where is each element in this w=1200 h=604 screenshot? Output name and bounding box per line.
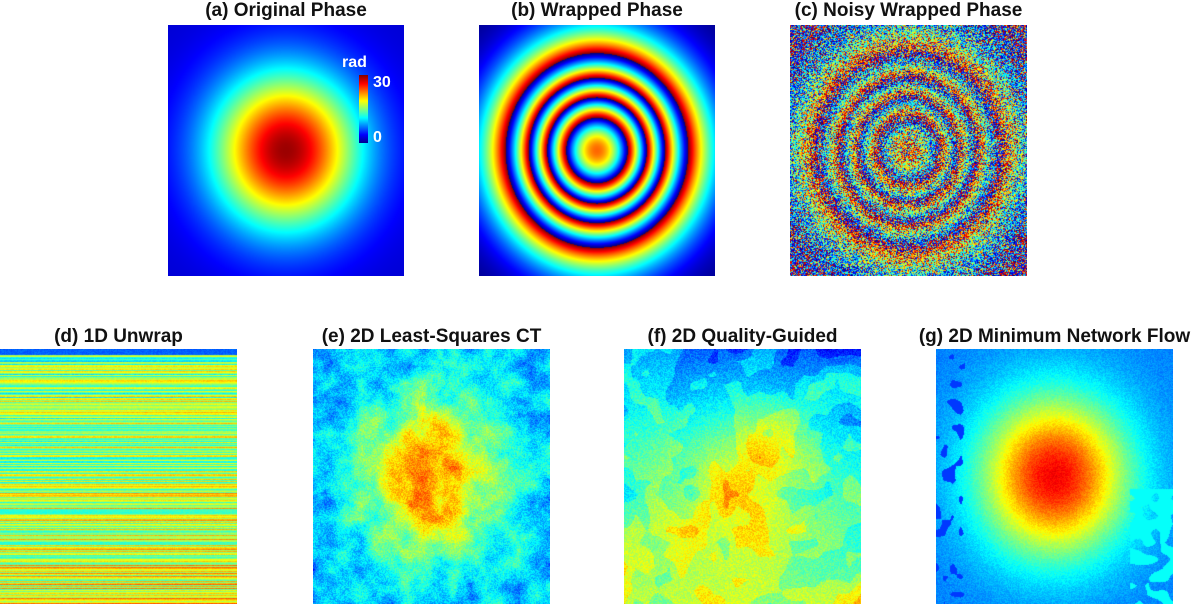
panel-title: (g) 2D Minimum Network Flow (918, 326, 1191, 347)
panel-wrapped-phase: (b) Wrapped Phase (479, 0, 715, 276)
noisy-wrapped-phase-image (790, 25, 1027, 276)
panel-noisy-wrapped-phase: (c) Noisy Wrapped Phase (790, 0, 1027, 276)
panel-title: (e) 2D Least-Squares CT (321, 326, 542, 347)
least-squares-image (313, 349, 550, 604)
panel-title: (d) 1D Unwrap (54, 326, 183, 347)
panel-title: (b) Wrapped Phase (511, 0, 683, 21)
1d-unwrap-image (0, 349, 237, 604)
panel-1d-unwrap: (d) 1D Unwrap (0, 326, 237, 604)
colorbar-min: 0 (373, 129, 382, 146)
quality-guided-image (624, 349, 861, 604)
panel-2d-minimum-network-flow: (g) 2D Minimum Network Flow (919, 326, 1190, 604)
panel-2d-quality-guided: (f) 2D Quality-Guided (624, 326, 861, 604)
panel-title: (c) Noisy Wrapped Phase (794, 0, 1023, 21)
panel-title: (f) 2D Quality-Guided (647, 326, 838, 347)
original-phase-image: rad 30 0 (168, 25, 404, 276)
colorbar-unit: rad (342, 54, 367, 71)
colorbar (359, 75, 368, 143)
minimum-network-flow-image (936, 349, 1173, 604)
panel-title: (a) Original Phase (205, 0, 367, 21)
panel-2d-least-squares: (e) 2D Least-Squares CT (313, 326, 550, 604)
colorbar-max: 30 (373, 74, 391, 91)
panel-original-phase: (a) Original Phase rad 30 0 (168, 0, 404, 276)
wrapped-phase-image (479, 25, 715, 276)
